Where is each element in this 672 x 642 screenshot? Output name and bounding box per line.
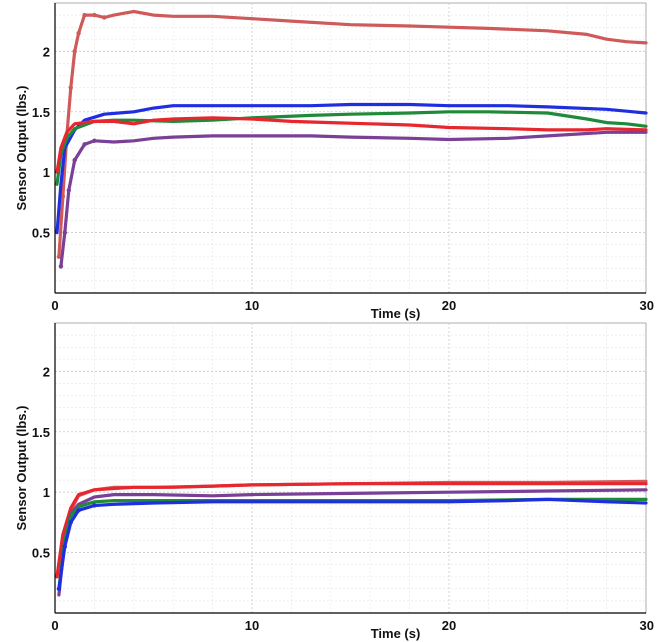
data-point [56,254,62,259]
data-point [68,520,73,525]
y-tick-label: 0.5 [32,226,50,241]
data-point [82,142,87,147]
data-point [72,157,77,163]
x-tick-label: 10 [245,298,259,313]
y-tick-label: 2 [43,44,50,59]
series-line-1 [55,482,648,579]
y-tick-label: 1 [43,485,50,500]
data-point [92,12,97,18]
x-tick-label: 10 [245,618,259,633]
data-point [60,194,66,199]
y-axis-title: Sensor Output (lbs.) [14,406,29,531]
data-point [76,508,81,513]
x-tick-label: 0 [51,298,58,313]
top-chart: 0 10 20 30 0.5 1 1.5 2 Time (s) Sensor Output (lb… [14,2,654,321]
series-line-4 [57,497,648,591]
y-tick-label: 0.5 [32,546,50,561]
x-tick-label: 20 [442,618,456,633]
data-point [72,49,77,54]
x-tick-label: 20 [442,298,456,313]
y-tick-label: 1.5 [32,105,50,120]
data-point [102,15,107,20]
series-line-2 [55,110,648,186]
x-axis-title: Time (s) [371,306,421,321]
x-axis-title: Time (s) [371,626,421,641]
series-line-4 [59,130,648,268]
data-point [68,85,73,90]
data-point [56,586,62,592]
x-tick-label: 0 [51,618,58,633]
series-line-3 [55,116,648,174]
data-point [62,544,68,549]
bottom-chart: 0 10 20 30 0.5 1 1.5 2 Time (s) Sensor Output (lb… [14,322,654,641]
data-point [58,264,64,269]
x-tick-label: 30 [640,618,654,633]
data-point [92,503,97,508]
data-point [62,230,68,235]
x-tick-label: 30 [640,298,654,313]
y-axis-title: Sensor Output (lbs.) [14,86,29,211]
y-tick-label: 1.5 [32,425,50,440]
y-tick-label: 2 [43,364,50,379]
data-point [92,138,97,143]
data-point [76,31,81,36]
y-tick-label: 1 [43,165,50,180]
data-point [82,12,87,18]
data-point [66,188,71,193]
